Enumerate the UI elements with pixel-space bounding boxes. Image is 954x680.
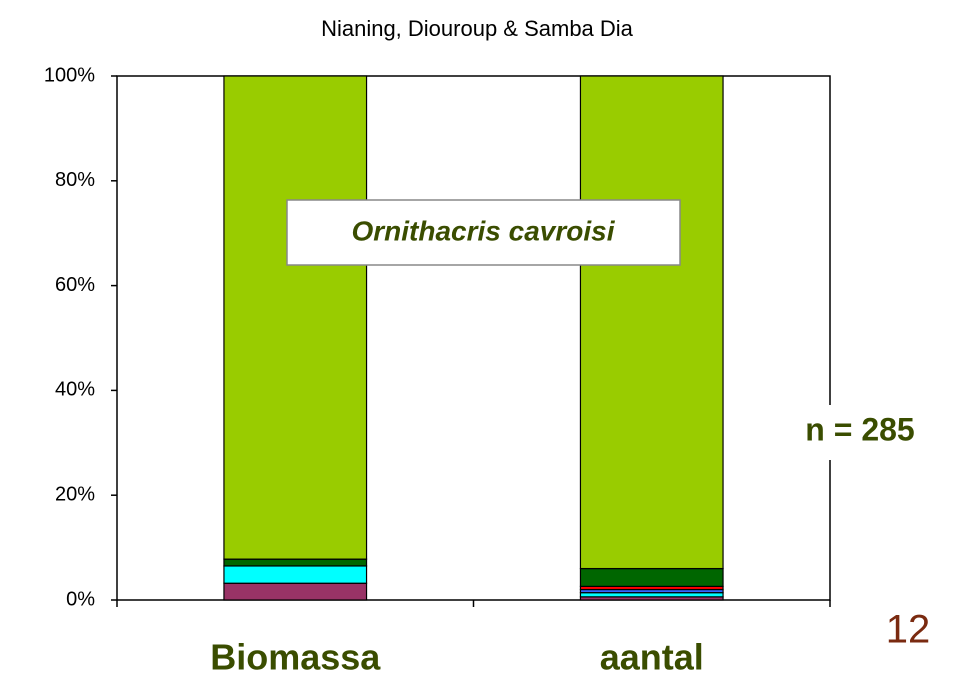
bar-segment <box>223 558 368 567</box>
y-tick-label: 80% <box>55 169 95 191</box>
species-annotation: Ornithacris cavroisi <box>351 215 615 246</box>
bar-segment <box>579 592 724 598</box>
bar-segment <box>579 75 724 570</box>
x-tick-label: aantal <box>600 637 704 678</box>
y-tick-label: 20% <box>55 483 95 505</box>
y-tick-label: 0% <box>66 588 95 610</box>
chart-title: Nianing, Diouroup & Samba Dia <box>321 16 634 41</box>
annotation-box <box>286 199 681 266</box>
y-tick-label: 100% <box>44 64 95 86</box>
n-annotation: n = 285 <box>805 411 914 447</box>
bar-segment <box>579 567 724 587</box>
y-tick-label: 40% <box>55 379 95 401</box>
n-label-bg <box>776 405 946 460</box>
bar-segment <box>223 565 368 584</box>
bar-segment <box>223 75 368 560</box>
page-number: 12 <box>886 608 931 652</box>
x-tick-label: Biomassa <box>210 637 381 678</box>
bar-segment <box>223 582 368 601</box>
y-tick-label: 60% <box>55 274 95 296</box>
